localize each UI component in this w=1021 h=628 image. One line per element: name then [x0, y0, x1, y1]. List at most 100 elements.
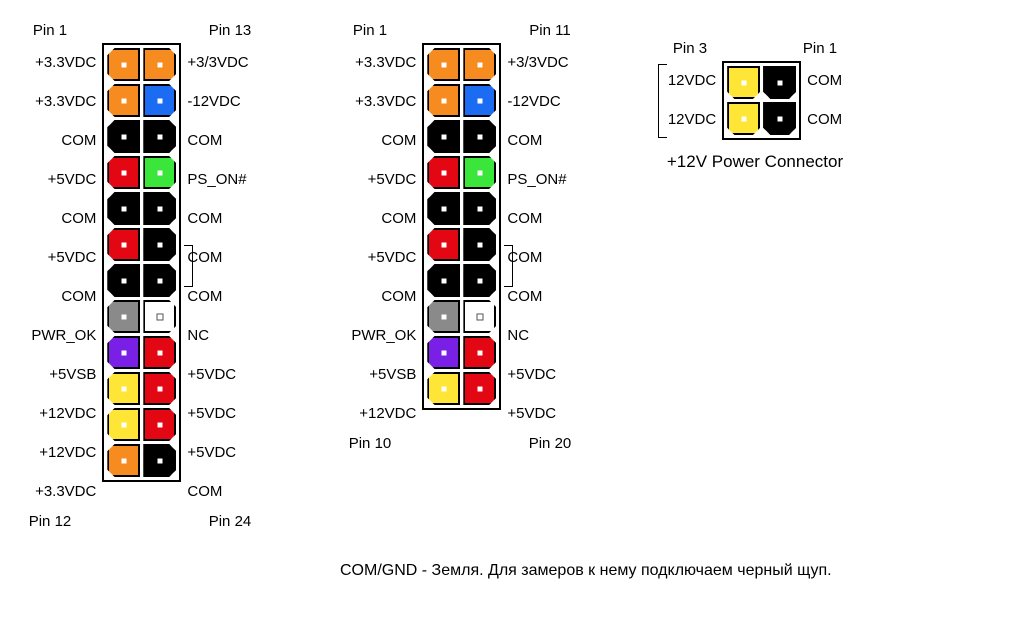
signal-label: -12VDC — [507, 82, 560, 121]
signal-label: COM — [61, 199, 96, 238]
signal-label: -12VDC — [187, 82, 240, 121]
pin-cell — [143, 372, 176, 405]
signal-label: +3.3VDC — [35, 43, 96, 82]
pin-cell — [463, 84, 496, 117]
pin-cell — [143, 48, 176, 81]
pin-cell — [427, 84, 460, 117]
pin-cell — [763, 66, 796, 99]
signal-label: 12VDC — [668, 61, 716, 100]
pin-cell — [763, 102, 796, 135]
signal-label: +3.3VDC — [355, 43, 416, 82]
signal-label: PS_ON# — [187, 160, 246, 199]
pin-cell — [143, 264, 176, 297]
signal-label: +5VDC — [48, 160, 97, 199]
pin-cell — [143, 84, 176, 117]
pin-cell — [143, 192, 176, 225]
pin-cell — [463, 48, 496, 81]
signal-label: COM — [381, 199, 416, 238]
signal-label: COM — [507, 199, 542, 238]
pin-cell — [463, 192, 496, 225]
bracket-icon — [658, 64, 667, 138]
pin-cell — [427, 228, 460, 261]
signal-label: +5VSB — [369, 355, 416, 394]
pin-cell — [107, 120, 140, 153]
signal-label: +5VDC — [368, 238, 417, 277]
signal-label: PWR_OK — [351, 316, 416, 355]
connector-4pin: Pin 3 Pin 1 12VDC12VDC COMCOM +12V Power… — [650, 38, 860, 172]
signal-label: PWR_OK — [31, 316, 96, 355]
signal-label: COM — [381, 121, 416, 160]
signal-label: +5VDC — [368, 160, 417, 199]
pin-label: Pin 10 — [330, 435, 410, 452]
signal-label: +5VDC — [507, 355, 556, 394]
pin-cell — [427, 336, 460, 369]
pin-cell — [143, 120, 176, 153]
pin-cell — [427, 48, 460, 81]
signal-label: COM — [187, 121, 222, 160]
footnote-text: COM/GND - Земля. Для замеров к нему подк… — [10, 562, 1011, 580]
signal-label: +3/3VDC — [187, 43, 248, 82]
pin-cell — [143, 444, 176, 477]
pin-cell — [427, 372, 460, 405]
pin-cell — [427, 156, 460, 189]
pin-cell — [107, 408, 140, 441]
pin-cell — [463, 156, 496, 189]
signal-label: 12VDC — [668, 100, 716, 139]
signal-label: +3/3VDC — [507, 43, 568, 82]
signal-label: COM — [507, 121, 542, 160]
pin-label: Pin 12 — [10, 513, 90, 530]
signal-label: +3.3VDC — [35, 472, 96, 511]
pin-cell — [427, 300, 460, 333]
pin-cell — [727, 102, 760, 135]
pin-label: Pin 24 — [190, 513, 270, 530]
signal-label: PS_ON# — [507, 160, 566, 199]
signal-label: +5VSB — [49, 355, 96, 394]
pin-cell — [107, 264, 140, 297]
signal-label: +12VDC — [39, 433, 96, 472]
pin-cell — [143, 156, 176, 189]
signal-label: +5VDC — [507, 394, 556, 433]
pin-cell — [463, 336, 496, 369]
pin-cell — [427, 120, 460, 153]
pin-cell — [463, 300, 496, 333]
pin-label: Pin 20 — [510, 435, 590, 452]
signal-label: +3.3VDC — [355, 82, 416, 121]
pin-label: Pin 3 — [650, 40, 730, 57]
pin-cell — [463, 120, 496, 153]
signal-label: +12VDC — [39, 394, 96, 433]
signal-label: +5VDC — [48, 238, 97, 277]
pin-cell — [107, 192, 140, 225]
diagram-row: Pin 1 Pin 13 +3.3VDC+3.3VDCCOM+5VDCCOM+5… — [10, 20, 1011, 534]
signal-label: COM — [381, 277, 416, 316]
pin-cell — [463, 264, 496, 297]
signal-label: COM — [187, 199, 222, 238]
signal-label: +5VDC — [187, 355, 236, 394]
signal-label: COM — [61, 121, 96, 160]
signal-label: +12VDC — [359, 394, 416, 433]
pin-label: Pin 1 — [10, 22, 90, 39]
pin-cell — [427, 192, 460, 225]
pin-cell — [107, 156, 140, 189]
signal-label: +3.3VDC — [35, 82, 96, 121]
signal-label: COM — [807, 100, 842, 139]
pin-label: Pin 1 — [780, 40, 860, 57]
pin-cell — [143, 300, 176, 333]
pin-cell — [427, 264, 460, 297]
pin-cell — [107, 372, 140, 405]
pin-label: Pin 1 — [330, 22, 410, 39]
pin-label: Pin 13 — [190, 22, 270, 39]
pin-cell — [143, 228, 176, 261]
pin-cell — [143, 408, 176, 441]
pin-cell — [107, 300, 140, 333]
signal-label: NC — [187, 316, 209, 355]
connector-title: +12V Power Connector — [667, 152, 843, 172]
pin-cell — [107, 228, 140, 261]
signal-label: COM — [61, 277, 96, 316]
bracket-icon — [504, 245, 513, 287]
connector-20pin: Pin 1 Pin 11 +3.3VDC+3.3VDCCOM+5VDCCOM+5… — [330, 20, 590, 456]
pin-label: Pin 11 — [510, 22, 590, 39]
signal-label: COM — [187, 472, 222, 511]
pin-cell — [107, 84, 140, 117]
pin-cell — [107, 336, 140, 369]
signal-label: COM — [807, 61, 842, 100]
